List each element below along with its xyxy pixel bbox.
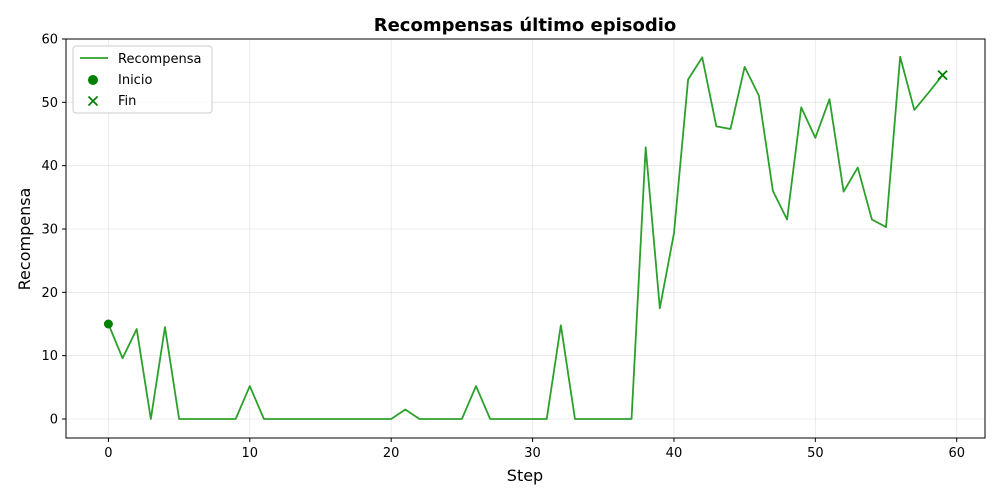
x-tick-label: 0 <box>104 446 112 461</box>
x-axis-label: Step <box>507 466 543 485</box>
y-axis-ticks: 0 10 20 30 40 50 60 <box>41 33 66 428</box>
y-tick-label: 40 <box>41 159 58 174</box>
y-tick-label: 60 <box>41 33 58 48</box>
x-tick-label: 60 <box>948 446 965 461</box>
legend-circle-marker <box>88 75 98 85</box>
x-tick-label: 40 <box>666 446 683 461</box>
legend-x-marker <box>87 95 99 107</box>
y-tick-label: 0 <box>50 413 58 428</box>
legend-label-recompensa: Recompensa <box>118 52 201 67</box>
legend-label-inicio: Inicio <box>118 73 152 88</box>
x-tick-label: 10 <box>242 446 259 461</box>
legend-box <box>72 45 213 114</box>
series-line-recompensa <box>107 55 944 420</box>
x-tick-label: 50 <box>807 446 824 461</box>
chart-title: Recompensas último episodio <box>374 15 677 36</box>
x-tick-label: 20 <box>383 446 400 461</box>
y-tick-label: 10 <box>41 349 58 364</box>
start-marker <box>103 319 113 329</box>
legend: Recompensa Inicio Fin <box>72 45 213 114</box>
plot-area <box>103 55 948 420</box>
legend-label-fin: Fin <box>118 94 136 109</box>
x-axis-ticks: 0 10 20 30 40 50 60 <box>104 438 965 461</box>
y-axis-label: Recompensa <box>15 188 34 291</box>
y-tick-label: 50 <box>41 96 58 111</box>
x-tick-label: 30 <box>524 446 541 461</box>
end-marker <box>937 69 948 81</box>
y-tick-label: 30 <box>41 223 58 238</box>
plot-frame <box>65 38 986 439</box>
y-tick-label: 20 <box>41 286 58 301</box>
